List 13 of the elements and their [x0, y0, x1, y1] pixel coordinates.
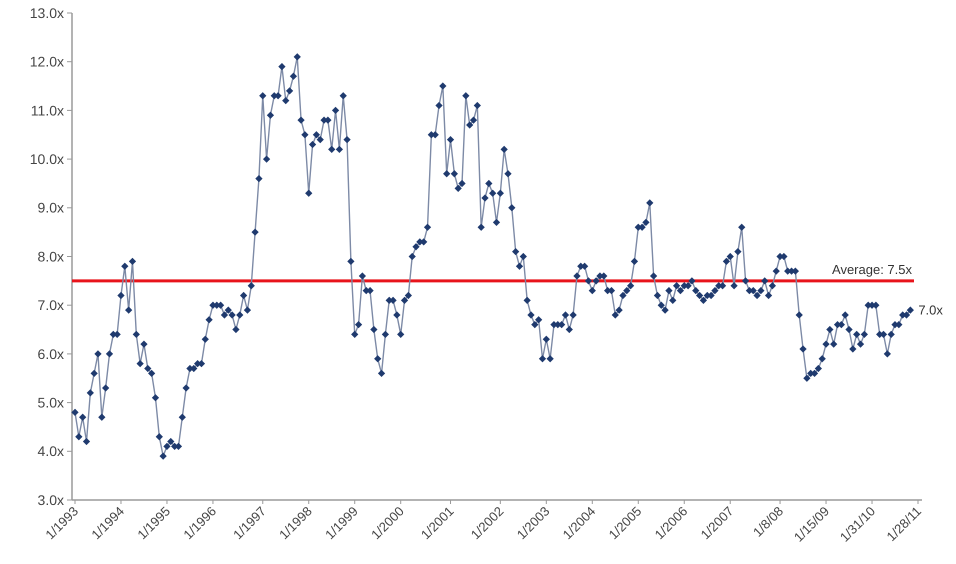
- y-tick-label: 9.0x: [38, 200, 64, 216]
- y-tick-label: 8.0x: [38, 248, 64, 264]
- text: 7.0x: [918, 302, 944, 318]
- y-tick-label: 11.0x: [30, 102, 64, 118]
- y-tick-label: 12.0x: [30, 54, 64, 70]
- y-tick-label: 5.0x: [38, 394, 64, 410]
- y-tick-label: 10.0x: [30, 151, 64, 167]
- y-tick-label: 6.0x: [38, 346, 64, 362]
- y-tick-label: 13.0x: [30, 4, 64, 21]
- ref-line-label: Average: 7.5x: [832, 262, 912, 277]
- y-tick-label: 4.0x: [38, 443, 64, 460]
- y-tick-label: 3.0x: [38, 492, 64, 508]
- y-tick-label: 7.0x: [38, 297, 64, 314]
